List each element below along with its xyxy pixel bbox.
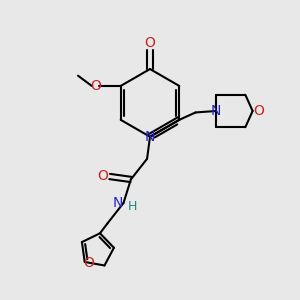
- Text: H: H: [128, 200, 137, 213]
- Text: O: O: [98, 169, 109, 184]
- Text: N: N: [145, 130, 155, 144]
- Text: N: N: [211, 104, 221, 118]
- Text: O: O: [145, 36, 155, 50]
- Text: O: O: [90, 79, 101, 93]
- Text: N: N: [113, 196, 123, 210]
- Text: O: O: [254, 104, 265, 118]
- Text: O: O: [83, 256, 94, 270]
